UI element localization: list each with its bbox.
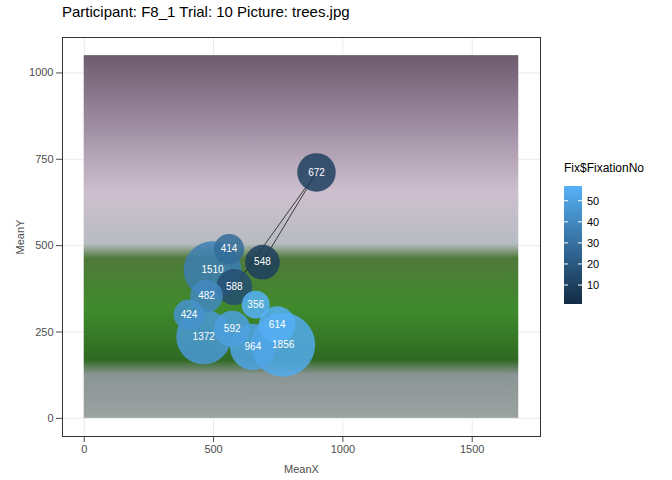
svg-text:MeanY: MeanY [14,219,26,255]
svg-text:1856: 1856 [272,339,295,350]
svg-text:750: 750 [35,153,53,165]
svg-text:250: 250 [35,326,53,338]
svg-text:20: 20 [587,258,599,270]
svg-text:50: 50 [587,195,599,207]
svg-text:356: 356 [247,299,264,310]
svg-text:592: 592 [224,323,241,334]
svg-text:588: 588 [226,281,243,292]
svg-text:500: 500 [35,239,53,251]
svg-text:1000: 1000 [331,443,355,455]
svg-text:30: 30 [587,237,599,249]
svg-text:40: 40 [587,216,599,228]
svg-text:548: 548 [254,256,271,267]
svg-text:10: 10 [587,279,599,291]
svg-text:672: 672 [308,167,325,178]
svg-text:424: 424 [181,309,198,320]
html-text:Participant: F8_1 Trial: 10 Pi: Participant: F8_1 Trial: 10 Picture: tre… [62,3,350,20]
svg-text:1000: 1000 [29,66,53,78]
svg-text:0: 0 [81,443,87,455]
svg-text:Fix$FixationNo: Fix$FixationNo [564,161,644,175]
svg-text:0: 0 [47,412,53,424]
svg-text:500: 500 [204,443,222,455]
svg-text:1372: 1372 [193,331,216,342]
svg-text:MeanX: MeanX [284,463,320,475]
svg-text:1510: 1510 [201,264,224,275]
svg-text:614: 614 [269,319,286,330]
svg-text:482: 482 [198,290,215,301]
svg-text:414: 414 [221,243,238,254]
svg-text:964: 964 [245,341,262,352]
svg-text:1500: 1500 [460,443,484,455]
